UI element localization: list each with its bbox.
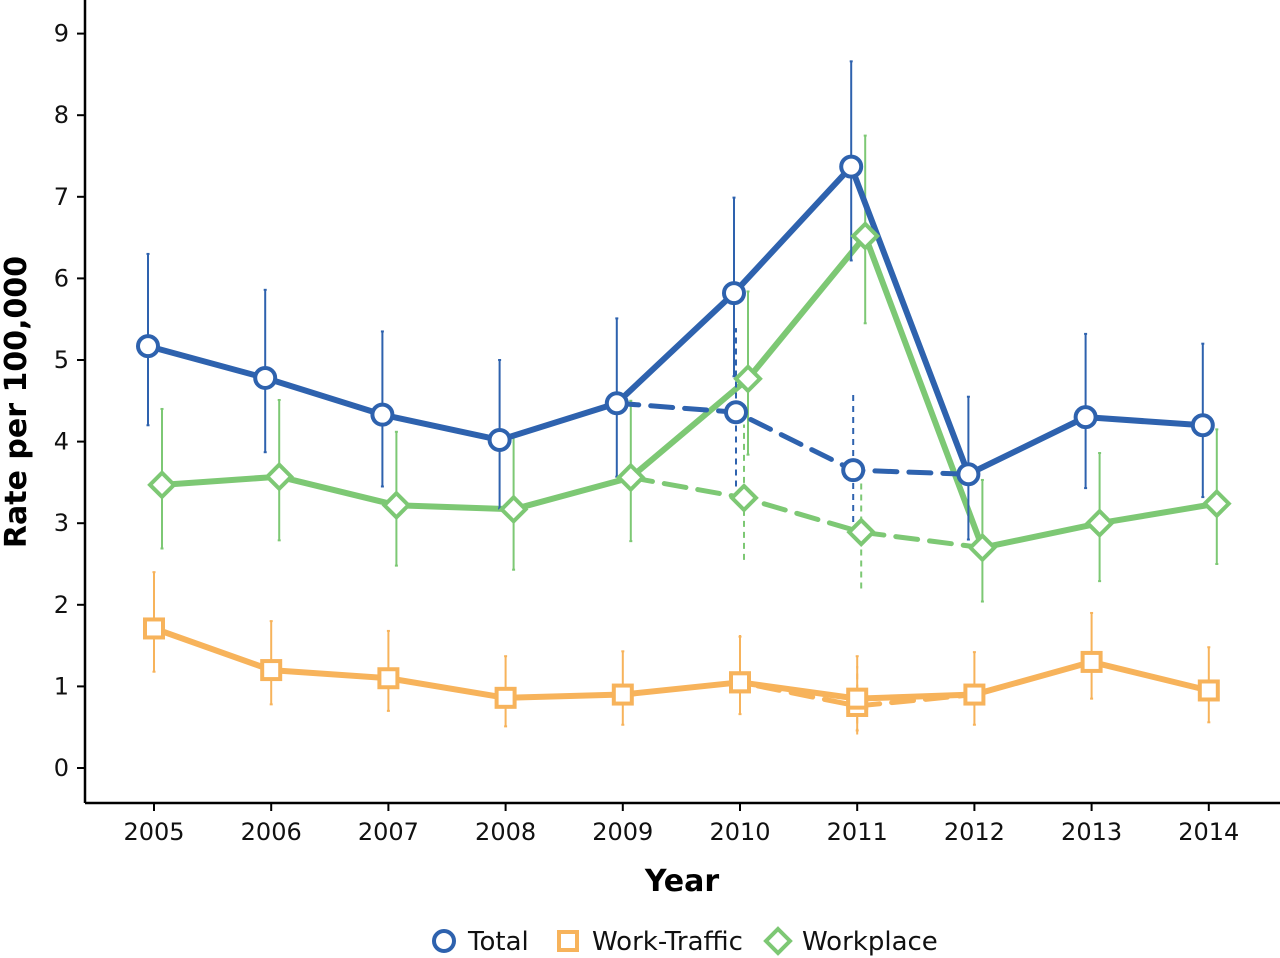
- point-workplace: [967, 532, 998, 563]
- point-work-traffic: [963, 683, 986, 706]
- point-work-traffic: [846, 687, 869, 710]
- point-work-traffic: [729, 671, 751, 694]
- point-total: [1073, 405, 1098, 430]
- x-tick-label: 2006: [241, 818, 302, 846]
- legend-key-total: [432, 929, 456, 953]
- y-axis-title: Rate per 100,000: [0, 256, 34, 548]
- x-tick-label: 2008: [475, 818, 536, 846]
- markers-workplace: [147, 221, 1232, 563]
- y-tick-label: 3: [54, 509, 69, 537]
- point-work-traffic: [611, 683, 634, 706]
- x-tick-label: 2011: [827, 818, 888, 846]
- x-tick-label: 2013: [1061, 818, 1122, 846]
- dashed-point-workplace: [729, 483, 759, 513]
- line-workplace: [159, 232, 1220, 551]
- legend-label-total: Total: [467, 927, 529, 957]
- x-tick-label: 2012: [944, 818, 1005, 846]
- point-total: [956, 462, 981, 487]
- dashed-point-total: [724, 400, 748, 425]
- legend-label-work-traffic: Work-Traffic: [592, 927, 743, 957]
- point-total: [722, 281, 746, 306]
- point-total: [839, 154, 864, 179]
- markers-total: [136, 154, 1215, 487]
- x-tick-label: 2007: [358, 818, 419, 846]
- point-workplace: [381, 490, 412, 521]
- point-work-traffic: [494, 686, 517, 709]
- legend-key-work-traffic: [557, 930, 579, 952]
- point-total: [253, 365, 278, 390]
- point-workplace: [733, 363, 763, 394]
- dashed-point-total: [841, 458, 866, 483]
- point-workplace: [1084, 508, 1115, 539]
- markers-group: [136, 154, 1232, 717]
- y-tick-label: 0: [54, 754, 69, 782]
- x-tick-label: 2010: [709, 818, 770, 846]
- series-workplace: [159, 134, 1220, 603]
- legend-item-workplace: Workplace: [763, 926, 938, 957]
- point-work-traffic: [1197, 679, 1220, 702]
- x-tick-label: 2014: [1178, 818, 1239, 846]
- x-tick-label: 2009: [592, 818, 653, 846]
- point-workplace: [147, 470, 177, 500]
- axes: 0 1 2 3 4 5 6 7 8 9 2005 2006 2007 2008 2009 2010 2011 20…: [54, 0, 1280, 846]
- y-tick-label: 4: [54, 428, 69, 456]
- legend-key-workplace: [763, 926, 793, 956]
- point-work-traffic: [377, 667, 400, 690]
- point-total: [487, 427, 512, 452]
- legend-label-workplace: Workplace: [802, 927, 938, 957]
- series-layer: [136, 60, 1232, 735]
- point-total: [604, 391, 629, 416]
- point-work-traffic: [143, 617, 165, 640]
- dashed-point-workplace: [846, 517, 877, 548]
- y-tick-label: 6: [54, 264, 69, 292]
- y-tick-label: 2: [54, 591, 69, 619]
- point-workplace: [615, 462, 646, 493]
- dashed-line-work-traffic: [620, 679, 977, 709]
- line-work-traffic: [151, 625, 1212, 702]
- point-work-traffic: [1080, 650, 1103, 673]
- line-total: [145, 163, 1206, 478]
- x-tick-label: 2005: [123, 818, 184, 846]
- markers-work-traffic: [143, 617, 1220, 717]
- series-total: [145, 60, 1206, 541]
- x-axis-title: Year: [644, 864, 720, 899]
- point-total: [1190, 413, 1215, 438]
- point-workplace: [1201, 488, 1232, 519]
- dashed-line-workplace: [628, 475, 985, 551]
- legend-item-work-traffic: Work-Traffic: [557, 927, 743, 957]
- lines-group: [145, 60, 1220, 735]
- point-workplace: [264, 461, 295, 492]
- y-tick-label: 9: [54, 20, 69, 48]
- y-tick-label: 5: [54, 346, 69, 374]
- series-work-traffic: [151, 571, 1212, 735]
- point-total: [370, 402, 395, 427]
- legend: Total Work-Traffic Workplace: [432, 926, 938, 957]
- point-total: [136, 334, 160, 359]
- point-workplace: [850, 221, 881, 251]
- point-work-traffic: [260, 659, 283, 682]
- y-tick-label: 8: [54, 101, 69, 129]
- legend-item-total: Total: [432, 927, 529, 957]
- y-tick-label: 7: [54, 183, 69, 211]
- y-tick-label: 1: [54, 672, 69, 700]
- point-workplace: [498, 494, 529, 525]
- dashed-line-total: [614, 400, 971, 477]
